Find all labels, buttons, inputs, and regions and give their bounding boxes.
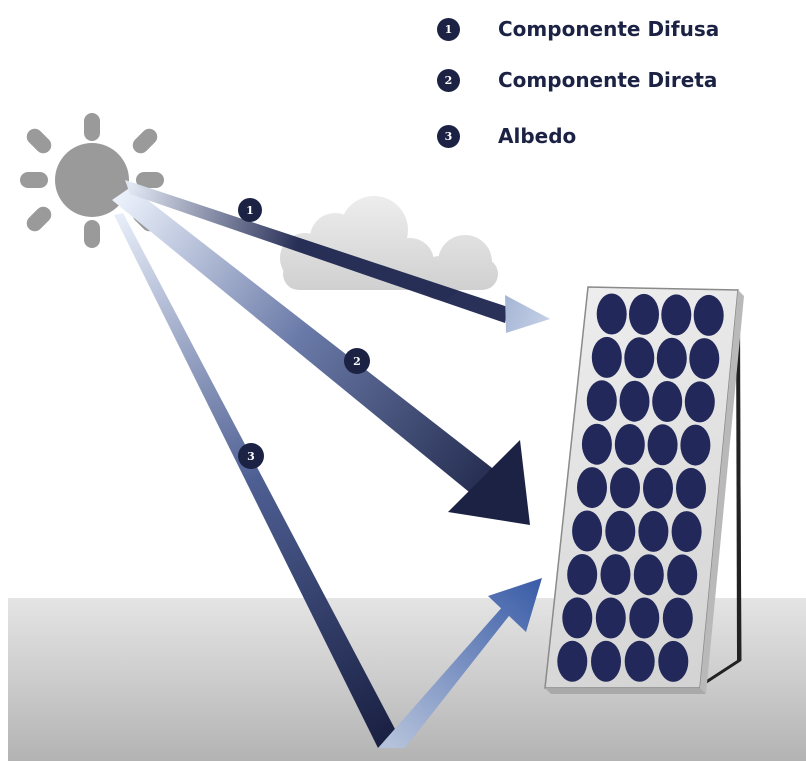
solar-cell	[596, 293, 627, 335]
solar-cell	[661, 294, 692, 336]
solar-cell	[557, 640, 588, 682]
diffuse-ray	[125, 180, 550, 333]
solar-cell	[676, 467, 706, 509]
solar-cell	[671, 511, 702, 553]
solar-cell	[662, 597, 693, 639]
solar-cell	[629, 293, 659, 335]
solar-cell	[624, 337, 655, 379]
solar-cell	[647, 424, 678, 466]
legend-badge-1: 1	[437, 17, 460, 41]
ray-badge-1: 1	[238, 198, 262, 222]
solar-cell	[600, 554, 631, 596]
solar-panel	[544, 286, 744, 694]
legend-badge-2: 2	[437, 68, 460, 92]
solar-cell	[562, 597, 593, 639]
sun-core	[55, 143, 129, 217]
solar-cell	[586, 380, 617, 422]
ray-badge-1-number: 1	[246, 204, 254, 217]
legend-label-diffuse: Componente Difusa	[498, 17, 720, 41]
solar-cell	[605, 510, 636, 552]
ray-badge-3-number: 3	[247, 450, 255, 463]
solar-cell	[591, 336, 622, 378]
solar-cell	[572, 510, 603, 552]
solar-cell	[591, 640, 621, 682]
legend-badge-3: 3	[437, 124, 460, 148]
legend-label-albedo: Albedo	[498, 124, 577, 148]
solar-cell	[667, 554, 698, 596]
solar-cell	[652, 381, 683, 422]
albedo-ray	[114, 213, 405, 748]
solar-cell	[638, 510, 669, 552]
solar-cell	[658, 640, 689, 682]
solar-cell	[614, 424, 645, 465]
solar-cell	[581, 423, 612, 465]
solar-cell	[595, 597, 626, 639]
solar-cell	[633, 554, 664, 596]
solar-cell	[610, 467, 640, 509]
solar-cell	[619, 380, 650, 422]
solar-cell	[693, 294, 724, 336]
legend-item-direct: 2 Componente Direta	[437, 65, 717, 95]
solar-cell	[656, 337, 687, 379]
ray-badge-3: 3	[238, 443, 264, 469]
ray-badge-2: 2	[344, 348, 370, 374]
solar-cell	[689, 338, 720, 380]
solar-cell	[643, 467, 673, 509]
solar-cell	[577, 467, 607, 509]
panel-cells	[557, 293, 724, 682]
solar-cell	[624, 640, 655, 682]
solar-cell	[680, 424, 711, 466]
legend-label-direct: Componente Direta	[498, 68, 718, 92]
albedo-reflection-arrow	[378, 578, 542, 748]
ray-badge-2-number: 2	[353, 355, 361, 368]
solar-cell	[567, 554, 598, 595]
solar-cell	[629, 597, 660, 639]
solar-cell	[684, 381, 715, 423]
direct-ray	[112, 187, 530, 525]
legend-item-diffuse: 1 Componente Difusa	[437, 14, 719, 44]
legend-item-albedo: 3 Albedo	[437, 121, 576, 151]
sun-icon	[20, 113, 164, 248]
